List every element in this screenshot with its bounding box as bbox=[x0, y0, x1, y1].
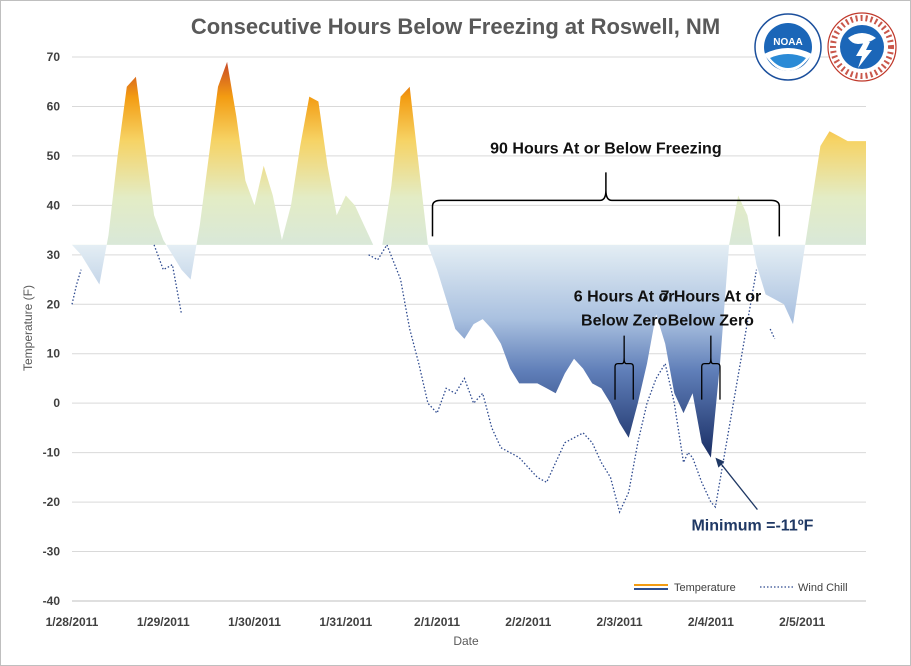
y-tick-label: 40 bbox=[47, 198, 61, 212]
x-tick-label: 1/31/2011 bbox=[319, 615, 372, 629]
y-axis-title: Temperature (F) bbox=[21, 285, 35, 371]
minimum-label: Minimum =-11ºF bbox=[691, 518, 813, 535]
legend-wind-chill-label: Wind Chill bbox=[798, 582, 848, 594]
noaa-logo-text: NOAA bbox=[773, 37, 802, 48]
nws-logo bbox=[827, 12, 897, 82]
x-tick-label: 2/3/2011 bbox=[597, 615, 643, 629]
minimum-arrow bbox=[717, 460, 758, 510]
zero-hours-label-2-line-1: 7 Hours At or bbox=[660, 289, 761, 306]
y-tick-label: 20 bbox=[47, 297, 61, 311]
chart-title: Consecutive Hours Below Freezing at Rosw… bbox=[190, 14, 721, 39]
y-tick-label: -40 bbox=[43, 594, 61, 608]
y-tick-label: 50 bbox=[47, 149, 61, 163]
legend-temperature-label: Temperature bbox=[674, 582, 736, 594]
x-tick-label: 1/30/2011 bbox=[228, 615, 281, 629]
x-tick-label: 2/4/2011 bbox=[688, 615, 734, 629]
y-tick-labels: 70 60 50 40 30 20 10 0 -10 -20 -30 -40 bbox=[43, 50, 61, 608]
legend: Temperature Wind Chill bbox=[634, 582, 848, 594]
x-tick-labels: 1/28/2011 1/29/2011 1/30/2011 1/31/2011 2/1/… bbox=[46, 615, 826, 629]
x-tick-label: 2/5/2011 bbox=[779, 615, 825, 629]
x-tick-label: 1/29/2011 bbox=[137, 615, 190, 629]
annotations: 90 Hours At or Below Freezing 6 Hours At… bbox=[431, 140, 814, 535]
zero-brace-1 bbox=[614, 335, 634, 400]
x-axis-title: Date bbox=[453, 634, 479, 648]
wind-chill-line bbox=[71, 269, 82, 305]
wind-chill-line bbox=[153, 244, 183, 315]
y-tick-label: 70 bbox=[47, 50, 61, 64]
y-tick-label: 0 bbox=[53, 396, 60, 410]
y-tick-label: 10 bbox=[47, 347, 61, 361]
wind-chill-line bbox=[368, 243, 758, 514]
x-tick-label: 1/28/2011 bbox=[46, 615, 99, 629]
freezing-brace bbox=[431, 172, 781, 237]
y-tick-label: -20 bbox=[43, 495, 61, 509]
temperature-area bbox=[72, 61, 866, 458]
y-tick-label: -30 bbox=[43, 545, 61, 559]
zero-brace-2 bbox=[701, 335, 721, 400]
legend-temperature-swatch bbox=[634, 584, 668, 590]
temperature-area-above-freezing bbox=[72, 61, 866, 245]
y-tick-label: -10 bbox=[43, 446, 61, 460]
x-tick-label: 2/2/2011 bbox=[505, 615, 551, 629]
freezing-hours-label: 90 Hours At or Below Freezing bbox=[490, 140, 721, 157]
temperature-area-below-freezing bbox=[72, 245, 806, 458]
zero-hours-label-2-line-2: Below Zero bbox=[668, 313, 754, 330]
wind-chill-line bbox=[769, 328, 776, 340]
zero-hours-label-1-line-2: Below Zero bbox=[581, 313, 667, 330]
zero-hours-label-1-line-1: 6 Hours At or bbox=[574, 289, 675, 306]
minimum-arrow-head bbox=[715, 457, 725, 468]
x-tick-label: 2/1/2011 bbox=[414, 615, 460, 629]
y-tick-label: 60 bbox=[47, 99, 61, 113]
noaa-logo: NOAA bbox=[754, 13, 822, 81]
y-tick-label: 30 bbox=[47, 248, 61, 262]
wind-chill-series bbox=[71, 243, 776, 514]
